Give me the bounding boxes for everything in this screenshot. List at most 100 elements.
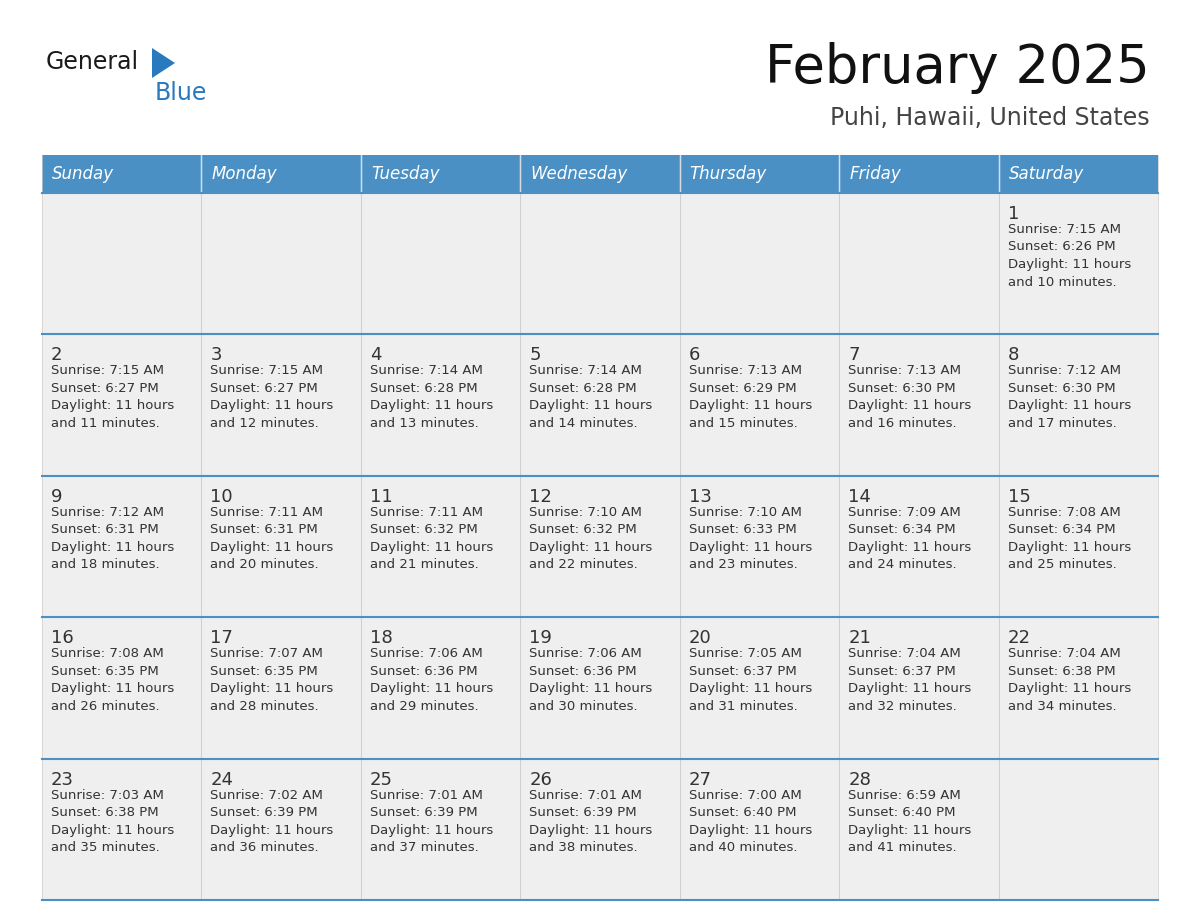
Text: 23: 23	[51, 770, 74, 789]
Bar	[999, 617, 1158, 758]
Text: 28: 28	[848, 770, 871, 789]
Text: 4: 4	[369, 346, 381, 364]
Bar	[202, 334, 361, 476]
Text: Sunrise: 7:08 AM
Sunset: 6:34 PM
Daylight: 11 hours
and 25 minutes.: Sunrise: 7:08 AM Sunset: 6:34 PM Dayligh…	[1007, 506, 1131, 571]
Text: Sunrise: 7:09 AM
Sunset: 6:34 PM
Daylight: 11 hours
and 24 minutes.: Sunrise: 7:09 AM Sunset: 6:34 PM Dayligh…	[848, 506, 972, 571]
Text: General: General	[46, 50, 139, 74]
Bar	[361, 758, 520, 900]
Bar	[520, 758, 680, 900]
Text: Sunrise: 7:14 AM
Sunset: 6:28 PM
Daylight: 11 hours
and 13 minutes.: Sunrise: 7:14 AM Sunset: 6:28 PM Dayligh…	[369, 364, 493, 430]
Bar	[839, 476, 999, 617]
Bar	[839, 155, 999, 193]
Text: Saturday: Saturday	[1009, 165, 1083, 183]
Bar	[520, 334, 680, 476]
Text: 15: 15	[1007, 487, 1030, 506]
Text: Sunrise: 7:13 AM
Sunset: 6:29 PM
Daylight: 11 hours
and 15 minutes.: Sunrise: 7:13 AM Sunset: 6:29 PM Dayligh…	[689, 364, 811, 430]
Text: Sunrise: 7:02 AM
Sunset: 6:39 PM
Daylight: 11 hours
and 36 minutes.: Sunrise: 7:02 AM Sunset: 6:39 PM Dayligh…	[210, 789, 334, 854]
Text: 26: 26	[530, 770, 552, 789]
Bar	[42, 334, 202, 476]
Text: 16: 16	[51, 629, 74, 647]
Bar	[361, 193, 520, 334]
Text: Sunrise: 7:07 AM
Sunset: 6:35 PM
Daylight: 11 hours
and 28 minutes.: Sunrise: 7:07 AM Sunset: 6:35 PM Dayligh…	[210, 647, 334, 712]
Text: Puhi, Hawaii, United States: Puhi, Hawaii, United States	[830, 106, 1150, 130]
Bar	[520, 476, 680, 617]
Text: Sunrise: 7:06 AM
Sunset: 6:36 PM
Daylight: 11 hours
and 30 minutes.: Sunrise: 7:06 AM Sunset: 6:36 PM Dayligh…	[530, 647, 652, 712]
Text: 14: 14	[848, 487, 871, 506]
Bar	[520, 617, 680, 758]
Text: 9: 9	[51, 487, 63, 506]
Polygon shape	[152, 48, 175, 78]
Bar	[999, 334, 1158, 476]
Text: Monday: Monday	[211, 165, 277, 183]
Bar	[42, 193, 202, 334]
Text: 18: 18	[369, 629, 392, 647]
Text: Sunrise: 7:03 AM
Sunset: 6:38 PM
Daylight: 11 hours
and 35 minutes.: Sunrise: 7:03 AM Sunset: 6:38 PM Dayligh…	[51, 789, 175, 854]
Text: Sunrise: 7:00 AM
Sunset: 6:40 PM
Daylight: 11 hours
and 40 minutes.: Sunrise: 7:00 AM Sunset: 6:40 PM Dayligh…	[689, 789, 811, 854]
Bar	[202, 155, 361, 193]
Bar	[202, 758, 361, 900]
Bar	[202, 617, 361, 758]
Text: 1: 1	[1007, 205, 1019, 223]
Bar	[42, 476, 202, 617]
Text: 27: 27	[689, 770, 712, 789]
Text: Sunrise: 7:01 AM
Sunset: 6:39 PM
Daylight: 11 hours
and 38 minutes.: Sunrise: 7:01 AM Sunset: 6:39 PM Dayligh…	[530, 789, 652, 854]
Text: Sunday: Sunday	[52, 165, 114, 183]
Text: 12: 12	[530, 487, 552, 506]
Text: 8: 8	[1007, 346, 1019, 364]
Text: Thursday: Thursday	[690, 165, 767, 183]
Bar	[999, 193, 1158, 334]
Text: 20: 20	[689, 629, 712, 647]
Text: Sunrise: 7:04 AM
Sunset: 6:38 PM
Daylight: 11 hours
and 34 minutes.: Sunrise: 7:04 AM Sunset: 6:38 PM Dayligh…	[1007, 647, 1131, 712]
Text: Sunrise: 7:08 AM
Sunset: 6:35 PM
Daylight: 11 hours
and 26 minutes.: Sunrise: 7:08 AM Sunset: 6:35 PM Dayligh…	[51, 647, 175, 712]
Text: 2: 2	[51, 346, 63, 364]
Text: Sunrise: 6:59 AM
Sunset: 6:40 PM
Daylight: 11 hours
and 41 minutes.: Sunrise: 6:59 AM Sunset: 6:40 PM Dayligh…	[848, 789, 972, 854]
Bar	[680, 193, 839, 334]
Bar	[520, 193, 680, 334]
Bar	[202, 476, 361, 617]
Text: Sunrise: 7:15 AM
Sunset: 6:27 PM
Daylight: 11 hours
and 12 minutes.: Sunrise: 7:15 AM Sunset: 6:27 PM Dayligh…	[210, 364, 334, 430]
Bar	[202, 193, 361, 334]
Bar	[839, 617, 999, 758]
Bar	[42, 758, 202, 900]
Text: Sunrise: 7:13 AM
Sunset: 6:30 PM
Daylight: 11 hours
and 16 minutes.: Sunrise: 7:13 AM Sunset: 6:30 PM Dayligh…	[848, 364, 972, 430]
Text: 25: 25	[369, 770, 393, 789]
Text: Blue: Blue	[154, 81, 208, 105]
Bar	[680, 155, 839, 193]
Text: Sunrise: 7:10 AM
Sunset: 6:32 PM
Daylight: 11 hours
and 22 minutes.: Sunrise: 7:10 AM Sunset: 6:32 PM Dayligh…	[530, 506, 652, 571]
Bar	[680, 476, 839, 617]
Text: 7: 7	[848, 346, 860, 364]
Bar	[680, 617, 839, 758]
Bar	[42, 155, 202, 193]
Text: 13: 13	[689, 487, 712, 506]
Text: Tuesday: Tuesday	[371, 165, 440, 183]
Text: February 2025: February 2025	[765, 42, 1150, 94]
Bar	[839, 193, 999, 334]
Text: 10: 10	[210, 487, 233, 506]
Text: Wednesday: Wednesday	[530, 165, 627, 183]
Bar	[999, 758, 1158, 900]
Bar	[999, 155, 1158, 193]
Text: Sunrise: 7:11 AM
Sunset: 6:32 PM
Daylight: 11 hours
and 21 minutes.: Sunrise: 7:11 AM Sunset: 6:32 PM Dayligh…	[369, 506, 493, 571]
Text: Sunrise: 7:01 AM
Sunset: 6:39 PM
Daylight: 11 hours
and 37 minutes.: Sunrise: 7:01 AM Sunset: 6:39 PM Dayligh…	[369, 789, 493, 854]
Text: Sunrise: 7:11 AM
Sunset: 6:31 PM
Daylight: 11 hours
and 20 minutes.: Sunrise: 7:11 AM Sunset: 6:31 PM Dayligh…	[210, 506, 334, 571]
Bar	[361, 476, 520, 617]
Bar	[361, 155, 520, 193]
Text: Sunrise: 7:06 AM
Sunset: 6:36 PM
Daylight: 11 hours
and 29 minutes.: Sunrise: 7:06 AM Sunset: 6:36 PM Dayligh…	[369, 647, 493, 712]
Text: Sunrise: 7:15 AM
Sunset: 6:26 PM
Daylight: 11 hours
and 10 minutes.: Sunrise: 7:15 AM Sunset: 6:26 PM Dayligh…	[1007, 223, 1131, 288]
Bar	[361, 617, 520, 758]
Text: 19: 19	[530, 629, 552, 647]
Text: 3: 3	[210, 346, 222, 364]
Bar	[680, 334, 839, 476]
Text: Sunrise: 7:12 AM
Sunset: 6:31 PM
Daylight: 11 hours
and 18 minutes.: Sunrise: 7:12 AM Sunset: 6:31 PM Dayligh…	[51, 506, 175, 571]
Bar	[42, 617, 202, 758]
Text: 6: 6	[689, 346, 700, 364]
Bar	[680, 758, 839, 900]
Bar	[520, 155, 680, 193]
Text: 17: 17	[210, 629, 233, 647]
Text: Friday: Friday	[849, 165, 901, 183]
Text: Sunrise: 7:15 AM
Sunset: 6:27 PM
Daylight: 11 hours
and 11 minutes.: Sunrise: 7:15 AM Sunset: 6:27 PM Dayligh…	[51, 364, 175, 430]
Text: Sunrise: 7:04 AM
Sunset: 6:37 PM
Daylight: 11 hours
and 32 minutes.: Sunrise: 7:04 AM Sunset: 6:37 PM Dayligh…	[848, 647, 972, 712]
Text: Sunrise: 7:10 AM
Sunset: 6:33 PM
Daylight: 11 hours
and 23 minutes.: Sunrise: 7:10 AM Sunset: 6:33 PM Dayligh…	[689, 506, 811, 571]
Text: Sunrise: 7:14 AM
Sunset: 6:28 PM
Daylight: 11 hours
and 14 minutes.: Sunrise: 7:14 AM Sunset: 6:28 PM Dayligh…	[530, 364, 652, 430]
Text: Sunrise: 7:05 AM
Sunset: 6:37 PM
Daylight: 11 hours
and 31 minutes.: Sunrise: 7:05 AM Sunset: 6:37 PM Dayligh…	[689, 647, 811, 712]
